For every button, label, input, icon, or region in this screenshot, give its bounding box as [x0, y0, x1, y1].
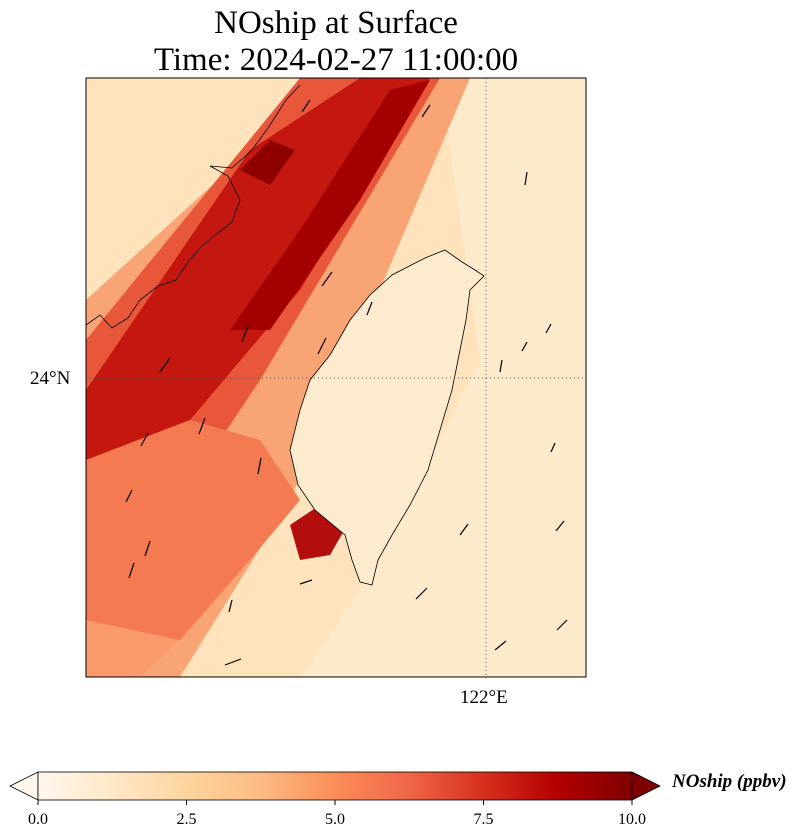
wind-arrow	[555, 520, 565, 532]
wind-arrow	[524, 171, 528, 186]
hotspot-north	[240, 140, 295, 185]
wind-arrow	[321, 271, 333, 287]
china-coastline	[86, 84, 301, 329]
colorbar-tick-label: 7.5	[473, 811, 494, 828]
wind-arrow	[144, 540, 151, 557]
wind-arrow	[224, 658, 242, 666]
colorbar-tick-label: 10.0	[618, 811, 646, 828]
lon-tick-label: 122°E	[460, 687, 508, 708]
colorbar-tick-label: 5.0	[325, 811, 345, 828]
wind-arrow	[128, 562, 135, 579]
wind-arrow	[241, 325, 249, 343]
wind-arrow	[257, 457, 262, 475]
plume-peak	[230, 80, 430, 330]
low-concentration-area	[300, 78, 586, 677]
wind-arrow	[459, 523, 469, 536]
colorbar-extend-min	[9, 771, 39, 801]
wind-arrow	[415, 587, 428, 600]
wind-arrow	[301, 99, 311, 113]
colorbar	[9, 771, 661, 805]
wind-arrow	[494, 640, 507, 651]
wind-arrow	[299, 579, 313, 585]
wind-arrow	[228, 599, 233, 613]
map-frame	[85, 77, 587, 678]
lat-tick-label: 24°N	[30, 368, 71, 389]
colorbar-tick-label: 0.0	[28, 811, 48, 828]
wind-arrow	[550, 442, 556, 453]
wind-arrow	[499, 359, 503, 373]
wind-vectors	[125, 99, 568, 666]
wind-arrow	[159, 357, 171, 373]
wind-arrow	[556, 619, 568, 631]
chart-subtitle: Time: 2024-02-27 11:00:00	[153, 42, 519, 78]
wind-arrow	[317, 337, 327, 355]
wind-arrow	[366, 301, 373, 316]
wind-arrow	[545, 323, 552, 334]
plume-edge	[86, 620, 180, 677]
colorbar-tick-label: 2.5	[176, 811, 197, 828]
wind-arrow	[521, 341, 528, 352]
wind-arrow	[421, 104, 431, 118]
colorbar-gradient	[37, 771, 633, 801]
taiwan-coastline	[289, 249, 485, 586]
map-panel	[86, 78, 586, 677]
plume-southwest	[86, 420, 300, 640]
wind-arrow	[198, 417, 206, 435]
wind-arrow	[140, 432, 149, 447]
chart-title: NOship at Surface	[214, 5, 458, 41]
wind-arrow	[125, 489, 133, 503]
colorbar-extend-max	[631, 771, 661, 801]
colorbar-label: NOship (ppbv)	[672, 771, 787, 792]
